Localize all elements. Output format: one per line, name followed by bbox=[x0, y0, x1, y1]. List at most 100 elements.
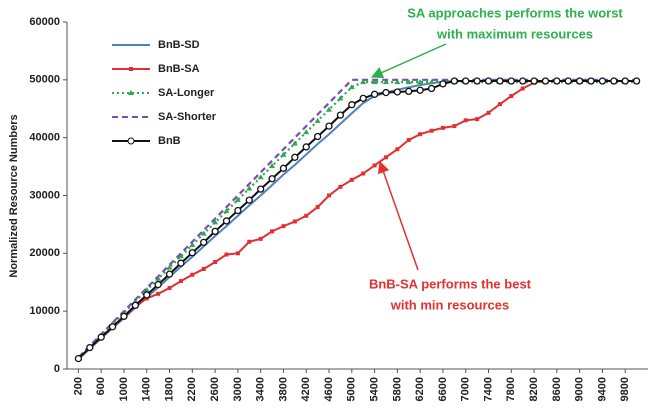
point bbox=[462, 77, 470, 85]
point bbox=[178, 279, 183, 284]
point bbox=[327, 193, 332, 198]
point bbox=[497, 102, 502, 107]
point bbox=[166, 264, 173, 270]
point bbox=[553, 77, 561, 85]
x-tick-label: 5400 bbox=[368, 377, 380, 401]
legend-label: BnB-SD bbox=[158, 39, 200, 51]
point bbox=[440, 125, 445, 130]
point bbox=[257, 185, 265, 193]
x-tick-label: 7800 bbox=[505, 377, 517, 401]
point bbox=[188, 249, 196, 257]
annotation: SA approaches performs the worst bbox=[407, 5, 623, 20]
point bbox=[530, 77, 538, 85]
point bbox=[428, 79, 435, 85]
point bbox=[520, 86, 525, 91]
point bbox=[621, 77, 629, 85]
point bbox=[395, 147, 400, 152]
point bbox=[74, 354, 83, 363]
point bbox=[281, 224, 286, 229]
point bbox=[541, 77, 550, 85]
y-tick-label: 20000 bbox=[29, 247, 60, 259]
point bbox=[372, 163, 377, 168]
point bbox=[393, 88, 402, 96]
point bbox=[167, 286, 172, 291]
y-tick-label: 40000 bbox=[29, 132, 60, 144]
point bbox=[200, 230, 207, 236]
x-tick-label: 6200 bbox=[414, 377, 426, 401]
legend-marker bbox=[127, 137, 135, 145]
x-tick-label: 9400 bbox=[596, 377, 608, 401]
x-tick-label: 4600 bbox=[323, 377, 335, 401]
point bbox=[349, 177, 354, 182]
y-tick-label: 10000 bbox=[29, 305, 60, 317]
x-tick-label: 3800 bbox=[277, 377, 289, 401]
point bbox=[575, 77, 584, 85]
point bbox=[313, 132, 322, 141]
point bbox=[212, 219, 219, 225]
point bbox=[268, 175, 276, 183]
point bbox=[587, 77, 595, 85]
point bbox=[258, 236, 263, 241]
point bbox=[213, 260, 218, 265]
point bbox=[304, 213, 309, 218]
point bbox=[222, 217, 231, 225]
point bbox=[234, 206, 242, 215]
legend-marker bbox=[129, 67, 133, 71]
point bbox=[120, 312, 128, 321]
point bbox=[405, 87, 413, 96]
point bbox=[496, 77, 504, 85]
y-tick-label: 50000 bbox=[29, 74, 60, 86]
point bbox=[303, 129, 310, 135]
point bbox=[280, 151, 287, 157]
point bbox=[314, 117, 321, 123]
point bbox=[291, 153, 299, 161]
x-tick-label: 1000 bbox=[118, 377, 130, 401]
point bbox=[338, 184, 343, 189]
point bbox=[450, 77, 458, 85]
point bbox=[302, 143, 310, 151]
legend-label: SA-Longer bbox=[158, 87, 215, 99]
point bbox=[234, 196, 241, 202]
x-tick-label: 3000 bbox=[232, 377, 244, 401]
point bbox=[383, 155, 388, 160]
y-axis-label: Normalized Resource Numbers bbox=[8, 114, 20, 277]
point bbox=[246, 185, 253, 191]
x-tick-label: 7000 bbox=[460, 377, 472, 401]
x-tick-label: 4200 bbox=[300, 377, 312, 401]
point bbox=[360, 79, 367, 85]
point bbox=[484, 77, 493, 85]
point bbox=[439, 80, 447, 88]
point bbox=[382, 88, 390, 97]
x-tick-label: 2600 bbox=[209, 377, 221, 401]
point bbox=[224, 252, 229, 257]
point bbox=[177, 259, 185, 267]
point bbox=[235, 251, 240, 256]
point bbox=[348, 84, 355, 90]
point bbox=[486, 110, 491, 115]
point bbox=[348, 101, 356, 109]
x-tick-label: 9000 bbox=[574, 377, 586, 401]
x-tick-label: 2200 bbox=[186, 377, 198, 401]
legend-label: SA-Shorter bbox=[158, 111, 217, 123]
point bbox=[418, 132, 423, 137]
legend-marker bbox=[128, 90, 134, 95]
x-tick-label: 600 bbox=[95, 377, 107, 395]
point bbox=[336, 111, 345, 119]
y-tick-label: 30000 bbox=[29, 189, 60, 201]
point bbox=[427, 84, 436, 93]
point bbox=[632, 77, 641, 85]
point bbox=[156, 291, 161, 296]
point bbox=[337, 95, 344, 101]
point bbox=[370, 90, 379, 98]
point bbox=[269, 163, 276, 169]
point bbox=[519, 77, 527, 85]
x-tick-label: 5000 bbox=[346, 377, 358, 401]
point bbox=[325, 122, 333, 130]
point bbox=[417, 79, 424, 85]
point bbox=[394, 79, 401, 85]
point bbox=[190, 272, 195, 277]
point bbox=[452, 124, 457, 129]
x-tick-label: 8200 bbox=[528, 377, 540, 401]
point bbox=[507, 77, 515, 85]
point bbox=[257, 174, 264, 180]
